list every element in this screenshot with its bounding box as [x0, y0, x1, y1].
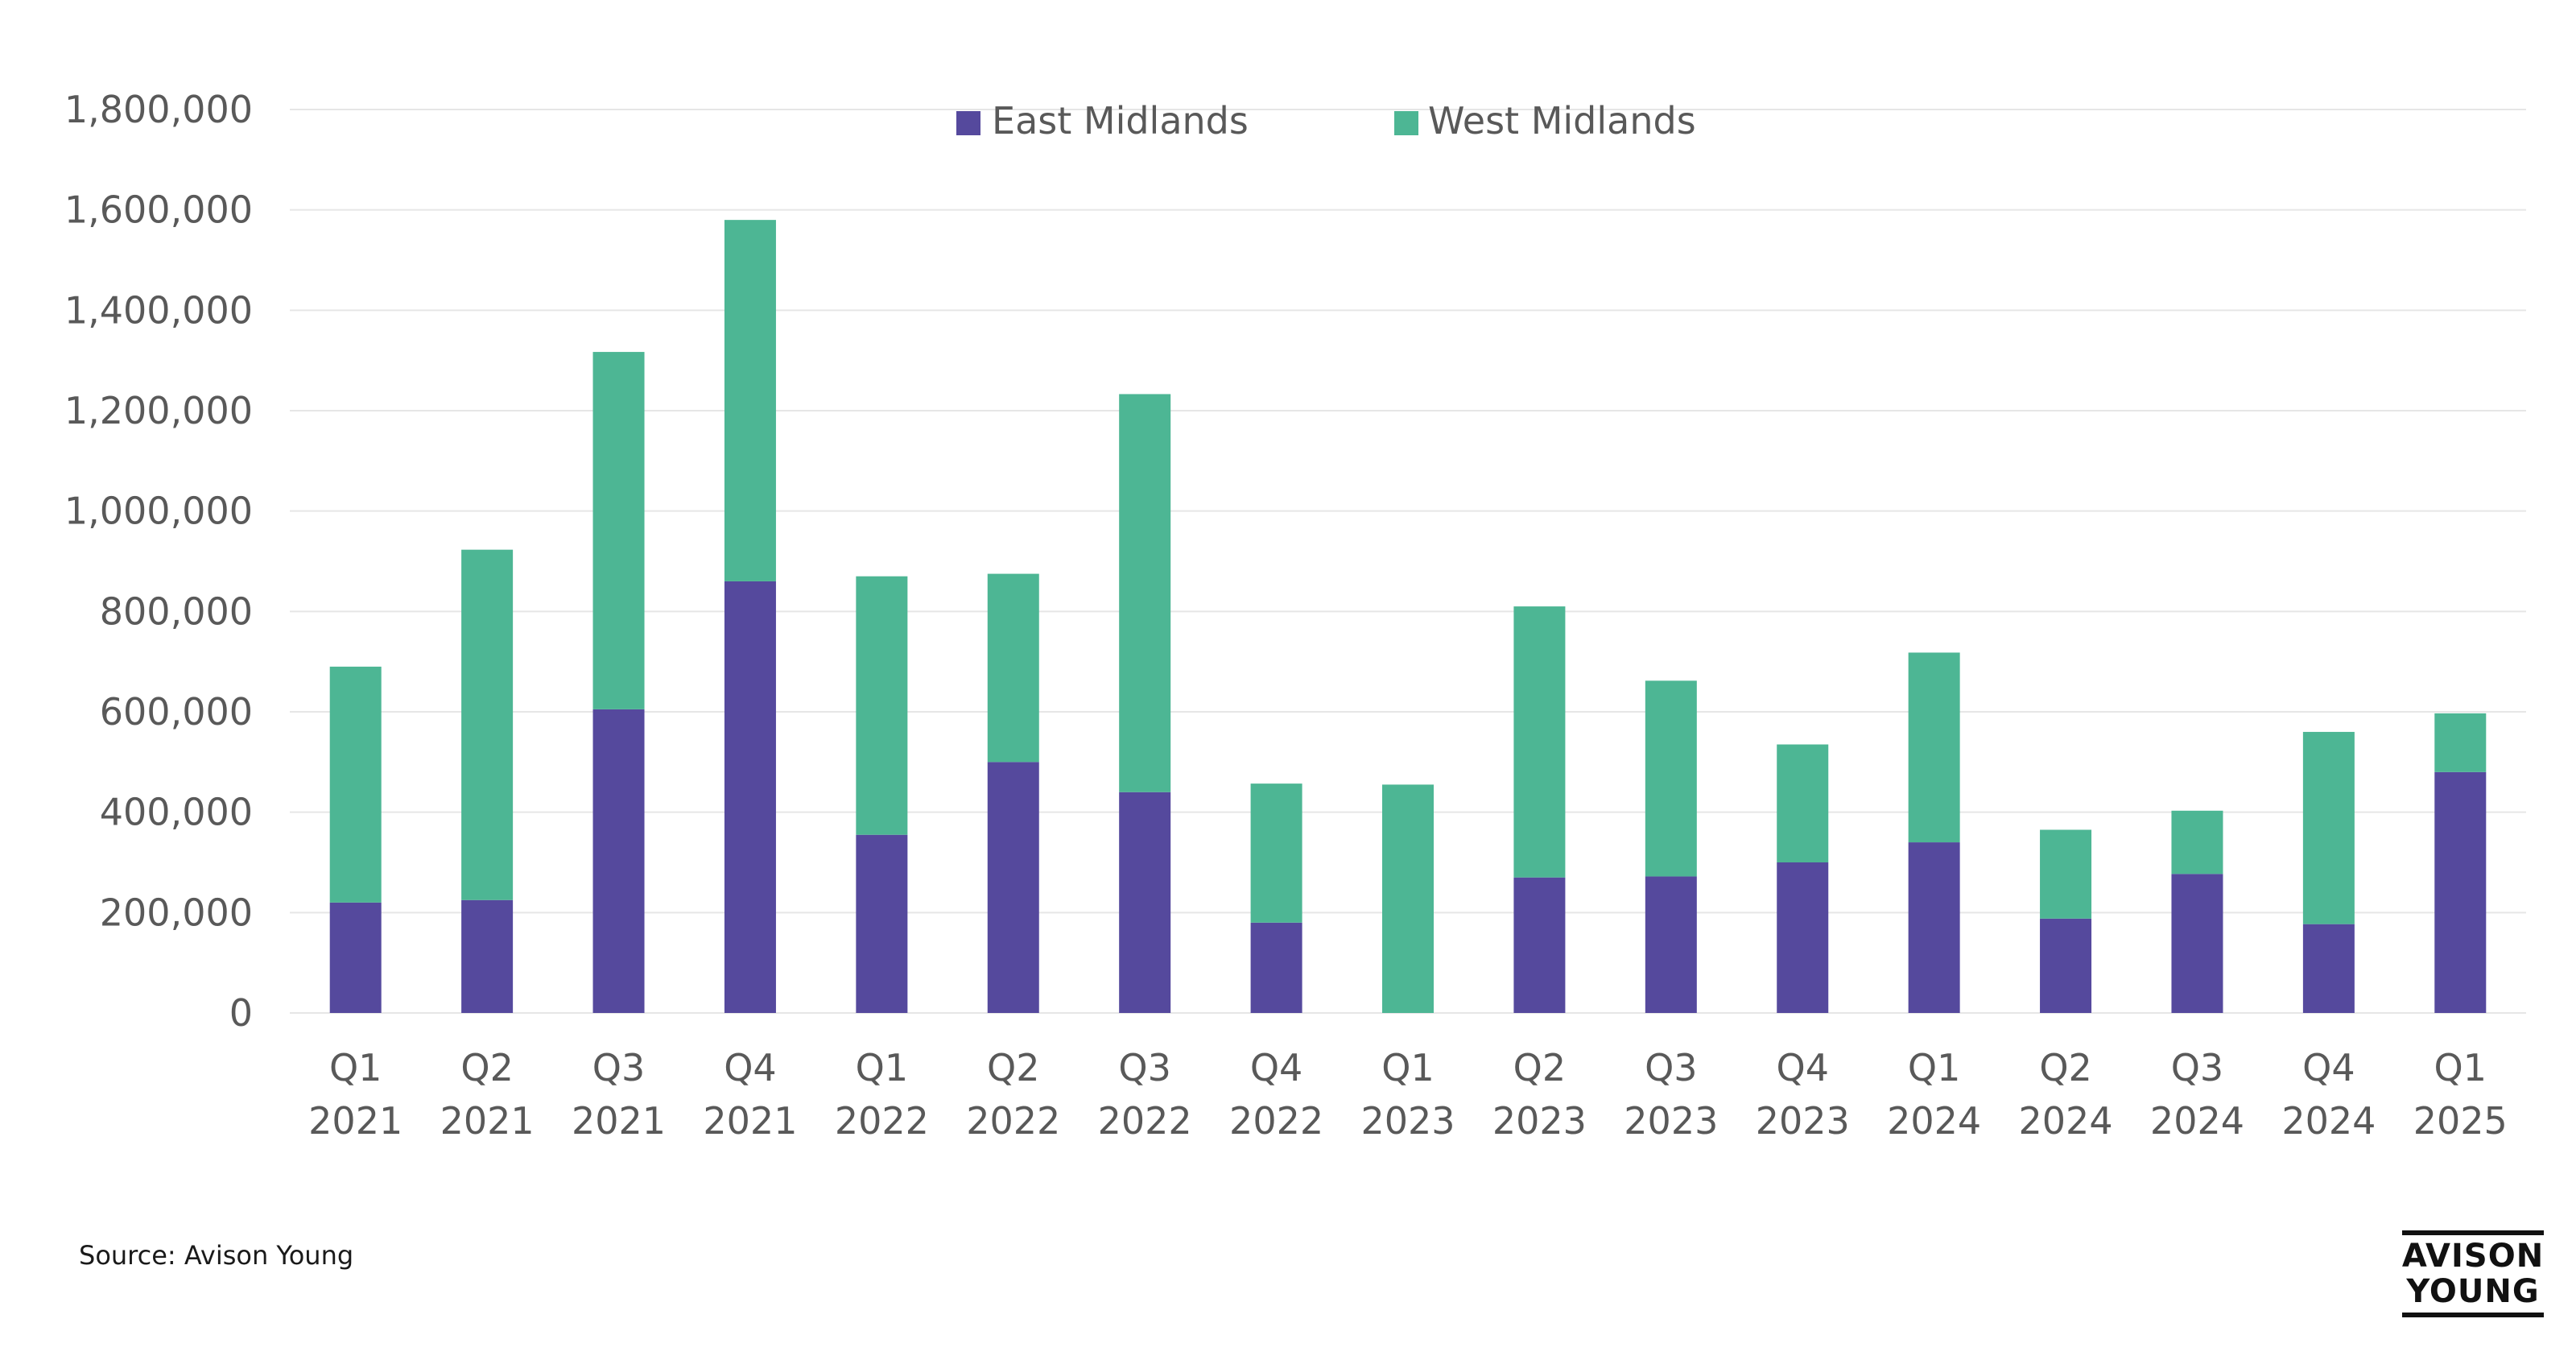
x-tick-label-quarter: Q1 [856, 1046, 908, 1089]
x-tick-label-quarter: Q1 [329, 1046, 382, 1089]
x-tick-label-quarter: Q4 [2302, 1046, 2355, 1089]
bar-east-midlands [329, 902, 382, 1013]
x-axis: Q1 2021 Q2 2021 Q3 2021 Q4 2021 Q1 2022 Q2 2022 Q3 20… [308, 1046, 2508, 1143]
x-tick-label-quarter: Q2 [1513, 1046, 1566, 1089]
x-tick-label-quarter: Q4 [724, 1046, 776, 1089]
x-tick-label-quarter: Q1 [1381, 1046, 1434, 1089]
bar-east-midlands [1250, 922, 1302, 1013]
x-tick-label-quarter: Q4 [1776, 1046, 1828, 1089]
bar-west-midlands [2171, 810, 2223, 874]
logo-line-2: YOUNG [2406, 1273, 2540, 1310]
x-tick-label-quarter: Q3 [1118, 1046, 1170, 1089]
bar-west-midlands [592, 352, 645, 709]
bar-west-midlands [2302, 731, 2355, 924]
legend-label-west-midlands: West Midlands [1428, 99, 1696, 143]
x-tick-label-year: 2024 [2150, 1099, 2244, 1143]
bar-west-midlands [724, 220, 776, 581]
x-tick-label-quarter: Q3 [1645, 1046, 1697, 1089]
bar-east-midlands [1513, 877, 1566, 1013]
x-tick-label-year: 2024 [2281, 1099, 2376, 1143]
x-tick-label-year: 2022 [1229, 1099, 1323, 1143]
legend-swatch-east-midlands [956, 111, 980, 135]
bar-east-midlands [1908, 842, 1960, 1013]
bar-east-midlands [592, 709, 645, 1013]
logo-line-1: AVISON [2401, 1238, 2545, 1275]
y-tick-label: 200,000 [100, 891, 253, 934]
x-tick-label-quarter: Q3 [2171, 1046, 2223, 1089]
bar-west-midlands [987, 573, 1039, 763]
bar-west-midlands [1777, 744, 1829, 862]
x-tick-label-quarter: Q1 [1908, 1046, 1960, 1089]
x-tick-label-year: 2024 [1887, 1099, 1981, 1143]
bar-east-midlands [856, 834, 908, 1013]
y-tick-label: 1,200,000 [64, 389, 253, 432]
y-tick-label: 400,000 [100, 791, 253, 834]
y-tick-label: 600,000 [100, 690, 253, 734]
x-tick-label-quarter: Q2 [460, 1046, 513, 1089]
bar-east-midlands [1645, 876, 1697, 1013]
y-tick-label: 1,000,000 [64, 490, 253, 533]
x-tick-label-year: 2023 [1624, 1099, 1718, 1143]
y-tick-label: 800,000 [100, 589, 253, 633]
bar-west-midlands [2434, 713, 2487, 772]
x-tick-label-year: 2023 [1492, 1099, 1587, 1143]
bar-east-midlands [2302, 924, 2355, 1013]
y-tick-label: 1,800,000 [64, 88, 253, 131]
x-tick-label-quarter: Q3 [592, 1046, 645, 1089]
x-tick-label-year: 2023 [1360, 1099, 1455, 1143]
bar-west-midlands [1908, 652, 1960, 843]
y-tick-label: 1,400,000 [64, 288, 253, 332]
x-tick-label-year: 2021 [572, 1099, 666, 1143]
x-tick-label-year: 2022 [966, 1099, 1060, 1143]
x-tick-label-year: 2024 [2019, 1099, 2113, 1143]
bar-west-midlands [1645, 680, 1697, 877]
gridlines [290, 109, 2526, 1014]
bar-west-midlands [856, 576, 908, 835]
bar-west-midlands [461, 549, 514, 900]
bars [329, 220, 2487, 1013]
bar-east-midlands [2171, 874, 2223, 1013]
bar-west-midlands [1513, 606, 1566, 878]
x-tick-label-quarter: Q4 [1250, 1046, 1302, 1089]
x-tick-label-year: 2022 [835, 1099, 929, 1143]
bar-east-midlands [987, 762, 1039, 1013]
bar-west-midlands [1119, 394, 1171, 792]
x-tick-label-year: 2021 [308, 1099, 402, 1143]
bar-west-midlands [329, 666, 382, 903]
bar-west-midlands [1250, 783, 1302, 923]
bar-west-midlands [1382, 784, 1434, 1013]
x-tick-label-quarter: Q1 [2434, 1046, 2487, 1089]
source-note: Source: Avison Young [79, 1240, 354, 1271]
bar-east-midlands [2434, 771, 2487, 1013]
legend-label-east-midlands: East Midlands [992, 99, 1249, 143]
bar-east-midlands [2040, 918, 2092, 1013]
bar-east-midlands [1777, 862, 1829, 1013]
x-tick-label-year: 2021 [703, 1099, 797, 1143]
y-axis: 0 200,000 400,000 600,000 800,000 1,000,000 1,… [64, 88, 253, 1035]
x-tick-label-year: 2023 [1756, 1099, 1850, 1143]
bar-east-midlands [461, 899, 514, 1013]
x-tick-label-year: 2022 [1098, 1099, 1192, 1143]
legend: East Midlands West Midlands [956, 99, 1696, 143]
x-tick-label-year: 2021 [440, 1099, 535, 1143]
x-tick-label-quarter: Q2 [987, 1046, 1039, 1089]
avison-young-logo: AVISON YOUNG [2402, 1230, 2544, 1317]
x-tick-label-quarter: Q2 [2039, 1046, 2091, 1089]
bar-east-midlands [724, 581, 776, 1013]
y-tick-label: 1,600,000 [64, 188, 253, 232]
x-tick-label-year: 2025 [2413, 1099, 2508, 1143]
bar-west-midlands [2040, 829, 2092, 919]
legend-swatch-west-midlands [1394, 111, 1418, 135]
bar-east-midlands [1119, 792, 1171, 1013]
y-tick-label: 0 [229, 991, 253, 1035]
